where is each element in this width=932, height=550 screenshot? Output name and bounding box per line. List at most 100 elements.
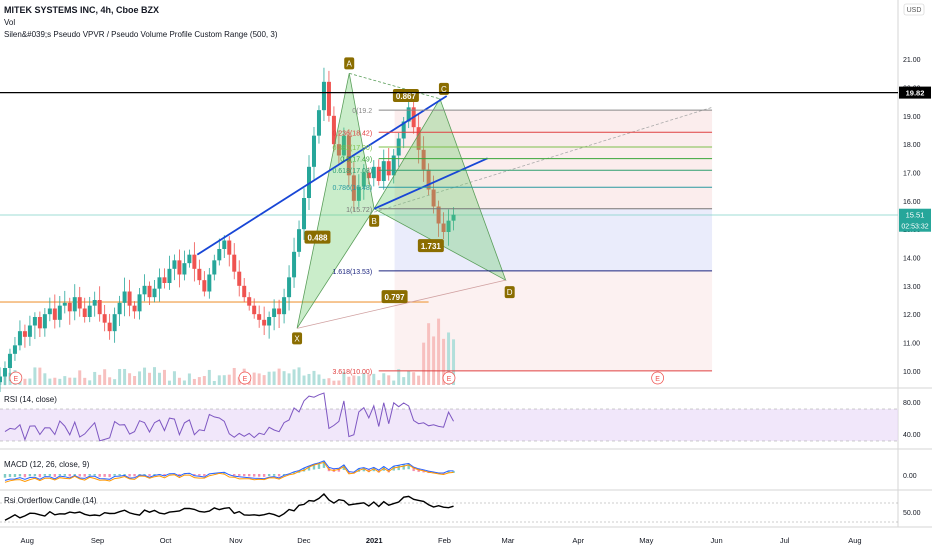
candle-body	[2, 368, 7, 377]
time-tick: Aug	[21, 536, 34, 545]
level-badge-label: 19.82	[906, 89, 925, 98]
volume-bar	[322, 378, 326, 385]
macd-histogram-bar	[113, 474, 116, 476]
axes: 21.0020.0019.0018.0017.0016.0015.0014.00…	[21, 3, 931, 545]
candle-body	[17, 331, 22, 346]
candle-body	[87, 305, 92, 317]
macd-histogram-bar	[337, 468, 341, 472]
candle-body	[391, 155, 396, 176]
candle-body	[192, 254, 197, 269]
volume-bar	[118, 368, 122, 385]
candle-body	[292, 251, 297, 278]
candle-body	[282, 297, 287, 315]
macd-histogram-bar	[452, 470, 455, 473]
volume-bar	[133, 375, 137, 385]
candle-body	[361, 172, 366, 187]
macd-histogram-bar	[377, 470, 380, 473]
macd-histogram-bar	[123, 474, 126, 476]
macd-label[interactable]: MACD (12, 26, close, 9)	[4, 460, 90, 469]
macd-histogram-bar	[88, 474, 91, 476]
orderflow-label[interactable]: Rsi Orderflow Candle (14)	[4, 496, 97, 505]
price-tick: 14.00	[903, 256, 921, 263]
macd-histogram-bar	[347, 471, 351, 474]
candle-body	[307, 166, 312, 198]
macd-histogram-bar	[98, 474, 101, 477]
volume-bar	[83, 377, 87, 385]
volume-bar	[28, 378, 32, 385]
price-tick: 12.00	[903, 312, 921, 319]
rsi-band	[0, 409, 898, 441]
macd-histogram-bar	[397, 465, 400, 471]
volume-bar	[407, 370, 411, 385]
macd-histogram-bar	[28, 474, 32, 477]
pattern-point-label: B	[371, 217, 376, 226]
candle-body	[262, 319, 267, 326]
volume-bar	[98, 374, 102, 385]
time-tick: May	[639, 536, 653, 545]
candle-body	[451, 214, 456, 221]
volume-bar	[53, 377, 57, 385]
volume-bar	[43, 373, 47, 385]
last-price-badge	[899, 208, 931, 232]
candle-body	[137, 294, 142, 312]
candle-body	[147, 285, 152, 298]
time-tick: Apr	[572, 536, 584, 545]
candle-body	[107, 322, 112, 332]
candle-body	[351, 175, 356, 201]
macd-histogram-bar	[247, 474, 251, 477]
macd-histogram-bar	[367, 469, 371, 473]
fib-label: 1.618(13.53)	[332, 269, 372, 276]
volume-bar	[162, 369, 166, 385]
projection-boxes	[0, 106, 898, 371]
time-tick: Jun	[711, 536, 723, 545]
symbol-title[interactable]: MITEK SYSTEMS INC, 4h, Cboe BZX	[4, 5, 159, 15]
volume-bar	[157, 372, 161, 385]
pattern-point-label: D	[507, 288, 513, 297]
pattern-point-label: A	[347, 59, 353, 68]
price-tick: 19.00	[903, 114, 921, 121]
volume-bar	[397, 369, 401, 385]
candle-body	[72, 297, 77, 312]
macd-histogram-bar	[153, 474, 156, 476]
volume-bar	[197, 377, 201, 385]
macd-histogram-bar	[83, 474, 86, 477]
support-level-orange	[0, 301, 429, 303]
candle-body	[182, 263, 187, 275]
candle-body	[416, 127, 421, 150]
candle-body	[297, 229, 302, 252]
rsi-label[interactable]: RSI (14, close)	[4, 395, 57, 404]
lower-projection-box	[394, 208, 713, 271]
vol-label[interactable]: Vol	[4, 18, 15, 27]
volume-bar	[0, 379, 2, 385]
macd-histogram-bar	[372, 467, 375, 472]
macd-histogram-bar	[282, 474, 286, 476]
volume-bar	[212, 380, 216, 385]
candle-body	[217, 249, 222, 261]
orderflow-tick: 50.00	[903, 510, 921, 517]
volume-bar	[267, 371, 271, 385]
price-tick: 21.00	[903, 57, 921, 64]
candles	[0, 67, 456, 392]
time-tick: Sep	[91, 536, 104, 545]
indicator-title[interactable]: Silen&#039;s Pseudo VPVR / Pseudo Volume…	[4, 30, 278, 39]
candle-body	[27, 325, 32, 337]
macd-histogram-bar	[163, 474, 166, 476]
candle-body	[381, 161, 386, 181]
fib-label: 0(19.2	[352, 108, 372, 115]
macd-line	[4, 460, 454, 481]
volume-bar	[327, 378, 331, 385]
pattern-xd-line	[296, 279, 506, 329]
volume-bar	[123, 368, 127, 385]
volume-bar	[342, 371, 346, 385]
volume-bar	[287, 373, 291, 385]
volume-bar	[277, 368, 281, 385]
volume-bar	[412, 372, 416, 385]
price-tick: 17.00	[903, 171, 921, 178]
candle-body	[77, 297, 82, 309]
candle-body	[227, 240, 232, 255]
fib-label: 3.618(10.00)	[332, 369, 372, 376]
volume-bar	[332, 380, 336, 385]
volume-bar	[372, 373, 376, 385]
price-tick: 11.00	[903, 341, 920, 348]
macd-histogram-bar	[128, 474, 131, 477]
